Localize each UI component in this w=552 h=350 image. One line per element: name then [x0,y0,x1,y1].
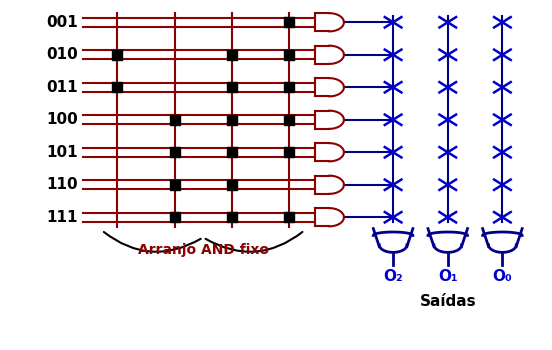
Text: 101: 101 [46,145,78,160]
Point [170,182,179,188]
Point [285,20,294,25]
Point [227,84,236,90]
Point [227,52,236,57]
Point [170,117,179,122]
Point [170,215,179,220]
Text: 010: 010 [46,47,78,62]
Text: 111: 111 [47,210,78,225]
Point [227,149,236,155]
Point [285,84,294,90]
Point [227,215,236,220]
Text: Saídas: Saídas [420,294,476,309]
Point [285,215,294,220]
Text: 100: 100 [46,112,78,127]
Point [285,117,294,122]
Text: 110: 110 [46,177,78,192]
Point [285,149,294,155]
Text: O₂: O₂ [383,268,403,284]
Point [113,52,121,57]
Text: 001: 001 [46,15,78,30]
Text: O₁: O₁ [438,268,458,284]
Point [285,52,294,57]
Text: Arranjo AND fixo: Arranjo AND fixo [137,243,269,257]
Text: O₀: O₀ [492,268,512,284]
Text: 011: 011 [46,80,78,95]
Point [170,149,179,155]
Point [227,182,236,188]
Point [113,84,121,90]
Point [227,117,236,122]
